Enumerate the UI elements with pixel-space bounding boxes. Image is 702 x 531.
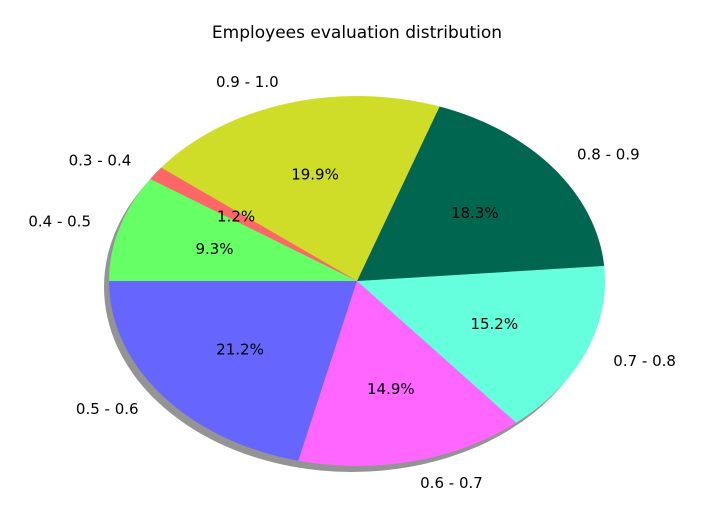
slice-label: 0.5 - 0.6 <box>76 400 139 418</box>
slice-label: 0.7 - 0.8 <box>613 352 676 370</box>
pie-slice <box>298 281 517 466</box>
slice-label: 0.8 - 0.9 <box>577 146 640 164</box>
slice-label: 0.9 - 1.0 <box>216 73 279 91</box>
pie-labels: 0.5 - 0.6 21.2% 0.6 - 0.7 14.9% 0.7 - 0.8 15.… <box>28 73 676 492</box>
slice-label: 0.4 - 0.5 <box>28 212 91 230</box>
slice-percent-label: 15.2% <box>470 315 518 333</box>
pie-slices <box>109 95 605 466</box>
pie-slice <box>161 95 440 281</box>
pie-slice <box>109 178 357 281</box>
pie-slice <box>150 167 357 281</box>
pie-slice <box>357 265 605 423</box>
pie-slice <box>357 106 605 281</box>
slice-percent-label: 21.2% <box>216 341 264 359</box>
pie-slice <box>109 281 357 461</box>
slice-label: 0.6 - 0.7 <box>420 474 483 492</box>
slice-percent-label: 19.9% <box>291 166 339 184</box>
slice-percent-label: 1.2% <box>217 207 255 225</box>
chart-title: Employees evaluation distribution <box>212 23 502 43</box>
slice-percent-label: 14.9% <box>367 380 415 398</box>
slice-label: 0.3 - 0.4 <box>69 151 132 169</box>
slice-percent-label: 18.3% <box>451 204 499 222</box>
slice-percent-label: 9.3% <box>195 240 233 258</box>
